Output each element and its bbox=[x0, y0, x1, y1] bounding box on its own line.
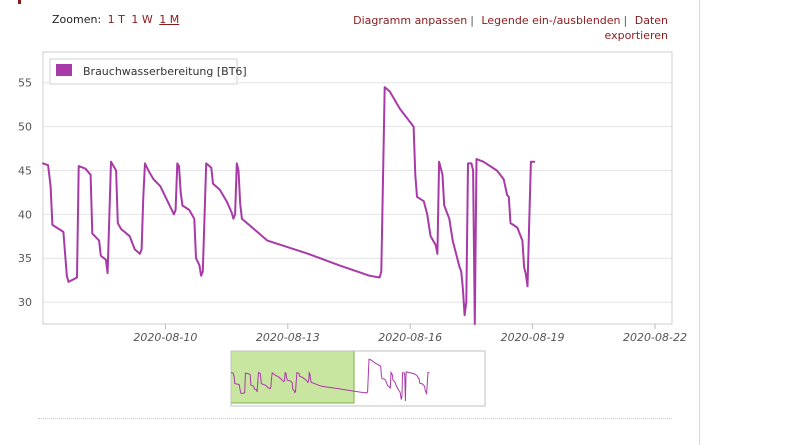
divider bbox=[38, 418, 672, 419]
corner-accent bbox=[18, 0, 21, 4]
zoom-1-day[interactable]: 1 T bbox=[107, 13, 125, 26]
y-tick-label: 40 bbox=[18, 208, 32, 221]
y-tick-label: 35 bbox=[18, 252, 32, 265]
panel-border bbox=[699, 0, 700, 445]
x-tick-label: 2020-08-19 bbox=[501, 331, 565, 344]
legend-entry: Brauchwasserbereitung [BT6] bbox=[83, 65, 247, 78]
y-axis: 30 35 40 45 50 55 bbox=[18, 77, 32, 309]
navigator-selection[interactable] bbox=[230, 350, 355, 404]
plot-frame bbox=[42, 51, 673, 325]
toggle-legend-link[interactable]: Legende ein-/ausblenden bbox=[481, 14, 621, 27]
x-tick-label: 2020-08-22 bbox=[623, 331, 687, 344]
legend-swatch bbox=[56, 64, 72, 76]
x-tick-label: 2020-08-13 bbox=[256, 331, 320, 344]
customize-chart-link[interactable]: Diagramm anpassen bbox=[353, 14, 468, 27]
navigator-series bbox=[230, 358, 430, 402]
zoom-1-week[interactable]: 1 W bbox=[131, 13, 153, 26]
navigator-frame bbox=[230, 350, 486, 407]
chart-actions: Diagramm anpassen | Legende ein-/ausblend… bbox=[330, 13, 668, 43]
export-data-link[interactable]: Daten exportieren bbox=[605, 14, 668, 42]
page-margin bbox=[700, 0, 794, 445]
y-tick-label: 30 bbox=[18, 296, 32, 309]
y-tick-label: 45 bbox=[18, 164, 32, 177]
navigator[interactable] bbox=[230, 350, 486, 407]
separator: | bbox=[623, 14, 628, 27]
legend[interactable]: Brauchwasserbereitung [BT6] bbox=[49, 58, 247, 85]
x-tick-label: 2020-08-10 bbox=[133, 331, 197, 344]
export-data-link-line2: exportieren bbox=[604, 29, 668, 42]
series-line[interactable] bbox=[42, 86, 536, 325]
legend-box bbox=[49, 58, 238, 85]
separator: | bbox=[470, 14, 474, 27]
zoom-label: Zoomen: bbox=[52, 13, 102, 26]
export-data-link-line1: Daten bbox=[634, 14, 668, 27]
x-axis: 2020-08-10 2020-08-13 2020-08-16 2020-08-19… bbox=[133, 324, 687, 344]
zoom-bar: Zoomen: 1 T 1 W 1 M bbox=[52, 13, 179, 26]
zoom-1-month[interactable]: 1 M bbox=[159, 13, 180, 26]
grid bbox=[43, 82, 672, 303]
y-tick-label: 50 bbox=[18, 121, 32, 134]
y-tick-label: 55 bbox=[18, 77, 32, 90]
x-tick-label: 2020-08-16 bbox=[378, 331, 442, 344]
